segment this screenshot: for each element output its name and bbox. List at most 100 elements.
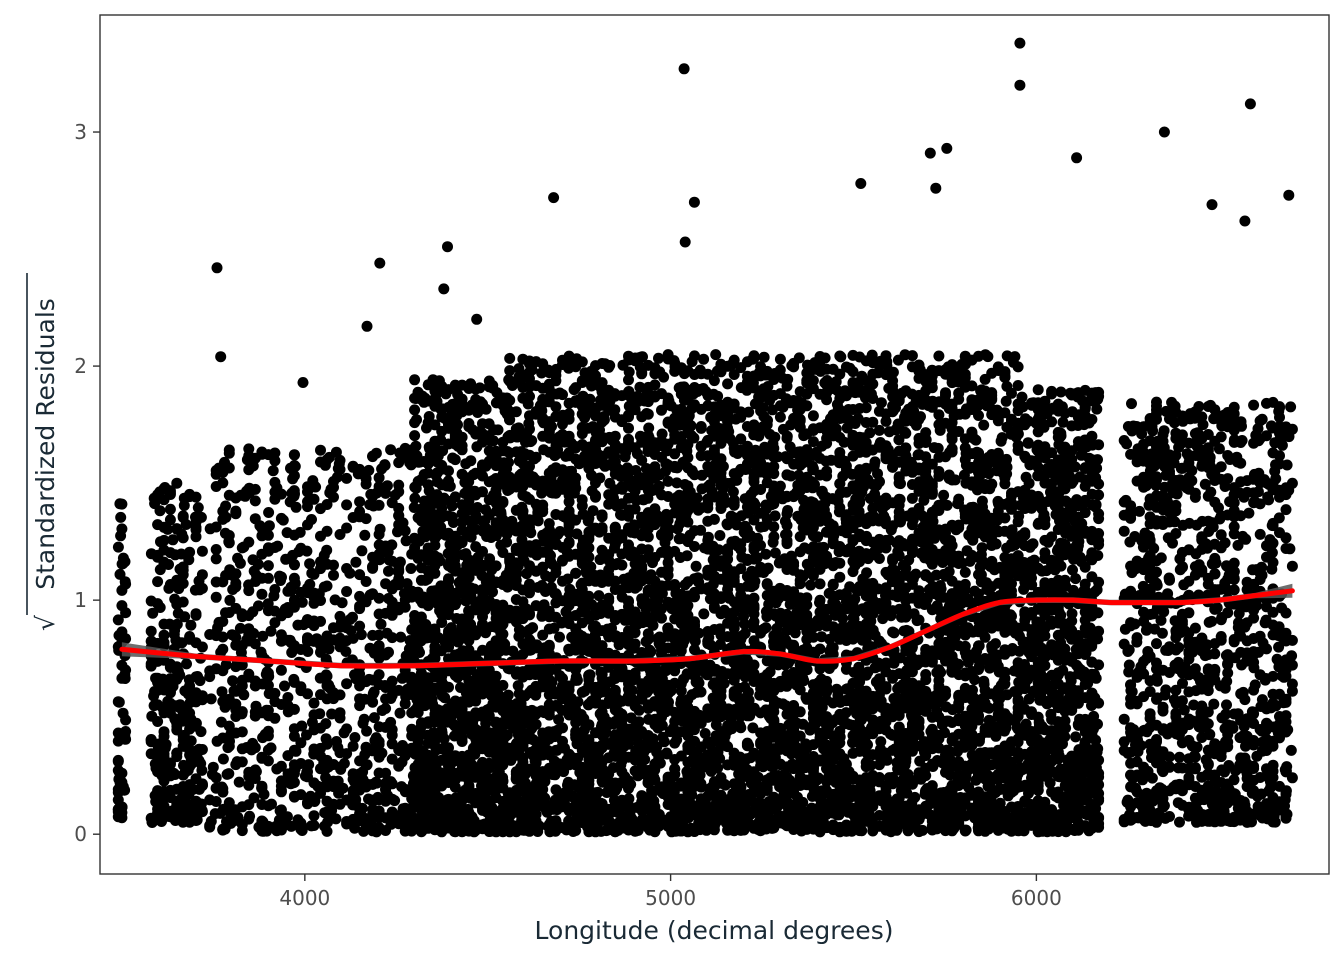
data-point <box>480 460 492 472</box>
data-point <box>436 690 448 702</box>
data-point <box>347 785 359 797</box>
data-point <box>831 683 843 695</box>
data-point <box>373 592 385 604</box>
data-point <box>217 631 229 643</box>
data-point <box>368 712 380 724</box>
data-point <box>196 569 208 581</box>
data-point <box>468 583 480 595</box>
data-point <box>392 526 403 538</box>
data-point <box>305 790 317 802</box>
data-point <box>426 765 438 777</box>
data-point <box>250 700 262 712</box>
data-point <box>412 620 424 632</box>
data-point <box>434 446 445 458</box>
data-point <box>393 502 405 514</box>
data-point <box>480 403 492 415</box>
data-point <box>438 733 450 745</box>
data-point <box>416 825 428 837</box>
data-point <box>463 472 475 484</box>
data-point <box>217 616 229 627</box>
data-point <box>302 501 313 513</box>
data-point <box>409 610 421 621</box>
data-point <box>543 623 555 635</box>
data-point <box>306 716 318 728</box>
data-point <box>386 602 398 614</box>
data-point <box>483 762 495 774</box>
data-point <box>596 668 608 680</box>
data-point <box>354 569 366 581</box>
data-point <box>319 807 331 819</box>
data-point <box>174 669 186 681</box>
data-point <box>429 560 441 572</box>
data-point <box>332 463 344 474</box>
data-point <box>497 618 509 630</box>
data-point <box>434 712 446 724</box>
data-point <box>442 703 453 715</box>
data-point <box>210 782 222 794</box>
data-point <box>490 560 502 572</box>
data-point <box>190 511 201 523</box>
data-point <box>116 498 128 510</box>
data-point <box>363 464 375 476</box>
data-point <box>172 607 184 619</box>
data-point <box>471 441 483 453</box>
data-point <box>436 803 448 815</box>
data-point <box>206 768 218 780</box>
data-point <box>380 767 392 779</box>
data-point <box>416 597 428 609</box>
data-point <box>230 568 242 580</box>
data-point <box>933 350 945 362</box>
data-point <box>321 544 333 556</box>
data-point <box>349 776 360 788</box>
data-point <box>294 526 306 538</box>
data-point <box>383 565 394 577</box>
data-point <box>308 820 320 831</box>
data-point <box>319 457 331 469</box>
data-point <box>184 744 196 756</box>
data-point <box>497 776 509 787</box>
data-point <box>308 810 320 822</box>
data-point <box>456 535 468 547</box>
data-point <box>302 771 313 783</box>
data-point <box>256 530 268 542</box>
data-point <box>360 816 372 828</box>
data-point <box>190 609 202 621</box>
data-point <box>248 565 260 577</box>
data-point <box>386 632 398 644</box>
data-point <box>262 800 274 812</box>
data-point <box>367 796 379 808</box>
data-point <box>483 445 495 457</box>
data-point <box>593 590 605 602</box>
data-point <box>152 677 164 689</box>
data-point <box>394 556 406 568</box>
data-point <box>249 710 261 722</box>
data-point <box>456 619 468 631</box>
data-point <box>385 444 397 456</box>
data-point <box>116 659 128 671</box>
data-point <box>367 451 379 463</box>
data-point <box>340 646 352 657</box>
data-point <box>443 641 454 653</box>
data-point <box>288 470 300 482</box>
data-point <box>295 644 307 655</box>
data-point <box>365 488 377 500</box>
data-point <box>385 776 397 788</box>
data-point <box>400 691 412 703</box>
data-point <box>341 678 353 690</box>
data-point <box>422 632 434 644</box>
data-point <box>429 435 441 447</box>
data-point <box>243 779 255 791</box>
data-point <box>338 727 350 739</box>
data-point <box>185 619 197 631</box>
data-point <box>463 681 475 693</box>
data-point <box>267 448 279 460</box>
data-point <box>223 740 235 752</box>
data-point <box>415 510 427 522</box>
data-point <box>415 574 427 586</box>
data-point <box>204 819 216 831</box>
data-point <box>334 529 346 540</box>
data-point <box>447 517 459 528</box>
data-point <box>334 712 346 724</box>
data-point <box>360 576 372 587</box>
data-point <box>220 659 232 671</box>
